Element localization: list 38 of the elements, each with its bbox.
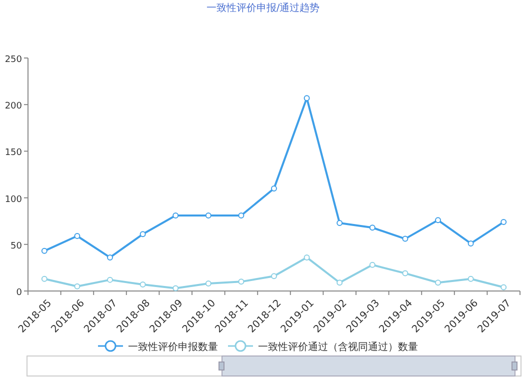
legend-label: 一致性评价申报数量 [128, 341, 218, 353]
point [238, 212, 244, 219]
point [41, 276, 48, 282]
y-tick-label: 250 [4, 55, 22, 65]
y-tick-label: 50 [10, 241, 22, 252]
point [369, 224, 376, 231]
point [271, 185, 277, 192]
legend-label: 一致性评价通过（含视同通过）数量 [258, 341, 418, 353]
point [107, 276, 113, 283]
point [74, 283, 80, 290]
point [172, 212, 179, 219]
point [41, 248, 48, 254]
point [140, 281, 146, 288]
y-tick-label: 0 [16, 288, 22, 298]
point [205, 212, 212, 219]
point [172, 285, 179, 292]
point [435, 280, 441, 286]
y-tick-label: 200 [4, 102, 22, 112]
point [107, 254, 113, 260]
point [435, 217, 441, 224]
point [468, 276, 474, 282]
point [468, 240, 474, 246]
point [304, 254, 310, 260]
point [205, 280, 212, 287]
point [74, 233, 80, 240]
point [336, 220, 343, 226]
point [238, 278, 244, 285]
point [140, 231, 146, 238]
point [271, 273, 277, 280]
point [336, 280, 343, 286]
y-tick-label: 150 [4, 148, 22, 158]
y-tick-label: 100 [4, 194, 22, 205]
point [500, 284, 507, 290]
point [402, 270, 408, 276]
point [500, 219, 507, 226]
point [402, 236, 408, 242]
point [369, 262, 376, 268]
chart-title: 一致性评价申报/通过趋势 [206, 2, 320, 14]
